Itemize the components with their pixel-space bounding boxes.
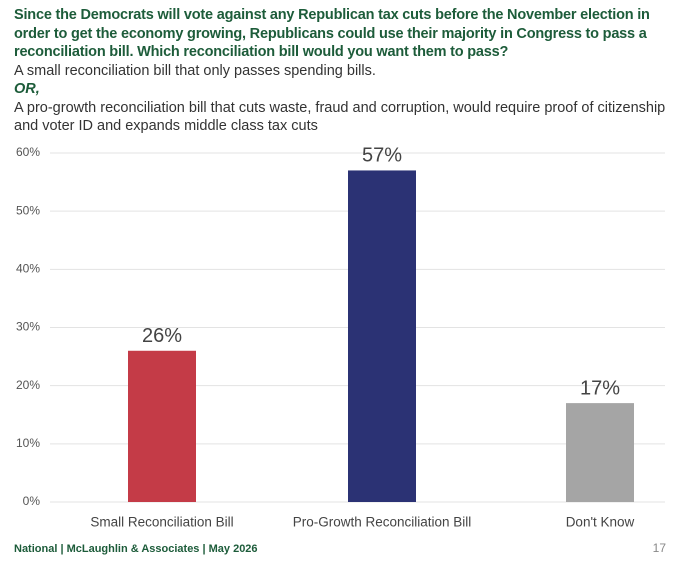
y-tick-label: 20% [16,378,40,392]
data-label: 26% [142,325,182,347]
y-tick-label: 0% [23,494,41,508]
y-tick-label: 60% [16,145,40,159]
y-tick-label: 10% [16,436,40,450]
y-tick-label: 50% [16,203,40,217]
data-label: 17% [580,377,620,399]
question: Since the Democrats will vote against an… [14,7,650,60]
y-tick-label: 40% [16,262,40,276]
option-b: A pro-growth reconciliation bill that cu… [14,99,666,135]
x-tick-label: Don't Know [566,515,635,530]
header: Since the Democrats will vote against an… [14,6,674,136]
page-number: 17 [653,541,667,555]
y-tick-label: 30% [16,320,40,334]
or-text: OR, [14,81,40,97]
x-tick-label: Pro-Growth Reconciliation Bill [293,515,472,530]
footer: National | McLaughlin & Associates | May… [14,543,258,555]
bar [566,403,634,502]
option-a: A small reconciliation bill that only pa… [14,62,376,79]
bar [128,350,196,502]
data-label: 57% [362,145,402,167]
x-tick-label: Small Reconciliation Bill [90,515,233,530]
bar [348,170,416,502]
